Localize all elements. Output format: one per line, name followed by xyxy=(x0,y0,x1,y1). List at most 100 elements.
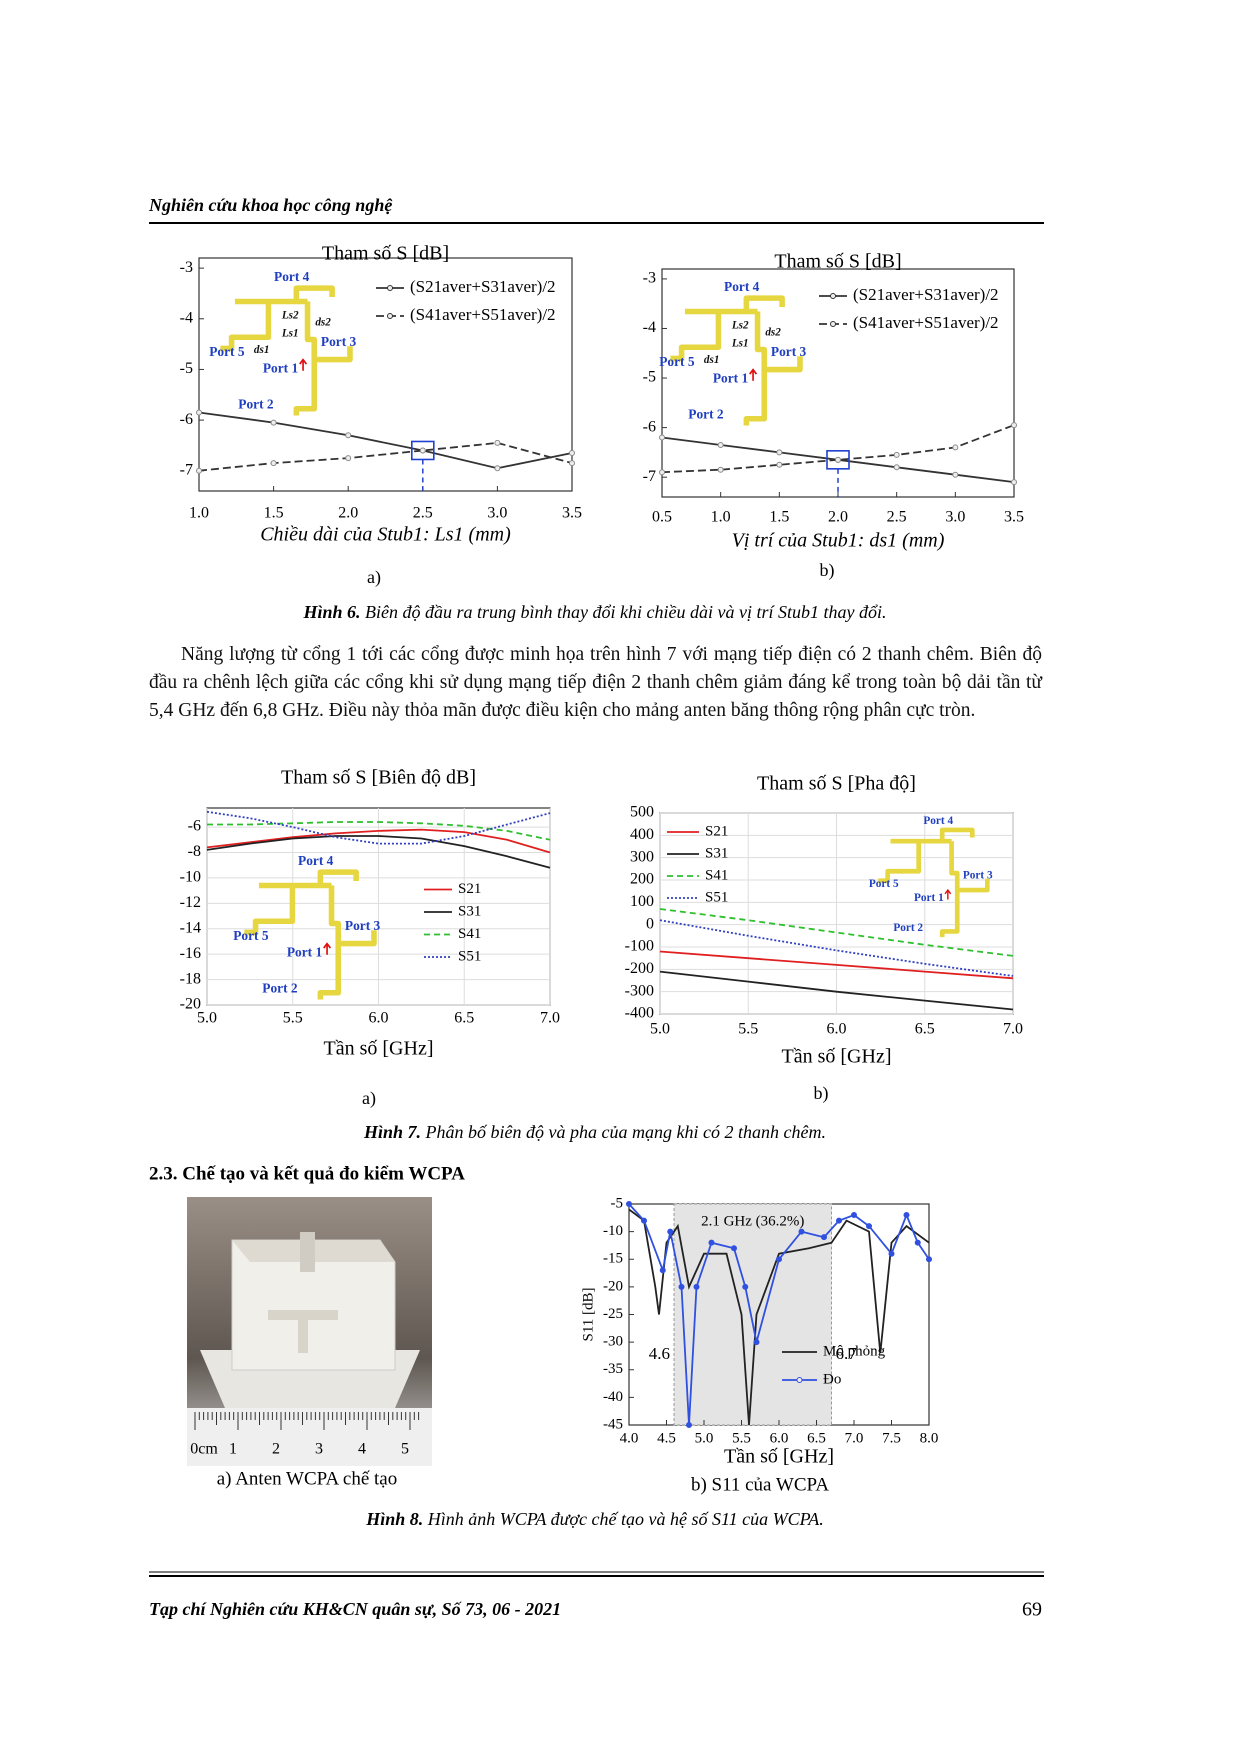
series-marker xyxy=(196,409,202,416)
highlight-box xyxy=(826,450,850,470)
inset-label: Port 4 xyxy=(298,853,334,868)
x-tick-label: 4.0 xyxy=(620,1430,639,1446)
chart-title: Tham số S [Pha độ] xyxy=(757,773,916,795)
legend-marker xyxy=(387,285,393,291)
series-marker xyxy=(494,439,501,446)
y-tick-label: 400 xyxy=(630,826,654,843)
y-tick-label: -40 xyxy=(603,1389,623,1405)
x-tick-label: 3.0 xyxy=(487,505,507,522)
legend-label: Mô phỏng xyxy=(823,1343,886,1359)
antenna-photo xyxy=(187,1197,432,1466)
feed-network-inset: Port 4 Port 5 Port 3 Port 1 Port 2 xyxy=(869,815,993,938)
series-marker xyxy=(494,465,501,472)
x-tick-label: 6.0 xyxy=(770,1430,789,1446)
series-marker xyxy=(835,456,841,463)
series-marker xyxy=(717,466,724,473)
y-axis-label: S11 [dB] xyxy=(580,1287,596,1341)
series-marker xyxy=(926,1256,932,1263)
x-tick-label: 5.0 xyxy=(695,1430,714,1446)
x-tick-label: 5.0 xyxy=(650,1021,670,1038)
series-line xyxy=(659,970,1014,1011)
x-tick-label: 6.5 xyxy=(915,1021,935,1038)
ruler-label: 2 xyxy=(272,1441,280,1458)
feed-line xyxy=(220,285,353,416)
inset-label: Port 2 xyxy=(238,396,274,411)
y-tick-label: 0 xyxy=(646,915,654,932)
y-tick-label: -12 xyxy=(180,894,201,911)
y-tick-label: -20 xyxy=(603,1278,623,1294)
caption-label: Hình 6. xyxy=(303,602,361,622)
y-tick-label: -18 xyxy=(180,970,201,987)
series-marker xyxy=(893,464,900,471)
section-heading: 2.3. Chế tạo và kết quả đo kiểm WCPA xyxy=(149,1163,465,1184)
series-marker xyxy=(851,1212,857,1219)
caption-text: Phân bố biên độ và pha của mạng khi có 2… xyxy=(421,1122,826,1142)
y-tick-label: -300 xyxy=(625,982,654,999)
y-tick-label: -15 xyxy=(603,1251,623,1267)
series-marker xyxy=(641,1217,647,1224)
legend-label: (S21aver+S31aver)/2 xyxy=(410,277,556,296)
series-marker xyxy=(776,449,783,456)
port-arrow xyxy=(944,888,952,900)
series-marker xyxy=(345,432,352,439)
highlight-box xyxy=(410,440,435,461)
series-marker xyxy=(753,1339,760,1346)
figure-caption: Hình 6. Biên độ đầu ra trung bình thay đ… xyxy=(303,602,887,622)
series-marker xyxy=(821,1234,827,1241)
panel-label: b) xyxy=(820,560,835,581)
y-tick-label: -16 xyxy=(180,945,201,962)
panel-label: a) xyxy=(362,1088,376,1109)
series-marker xyxy=(717,441,724,448)
chart-title: Tham số S [dB] xyxy=(322,243,449,265)
legend-marker xyxy=(830,293,836,299)
series-marker xyxy=(626,1201,632,1207)
series-marker xyxy=(569,450,575,457)
inset-label: ds1 xyxy=(254,344,270,356)
band-label: 2.1 GHz (36.2%) xyxy=(701,1213,804,1229)
ruler-label: 4 xyxy=(358,1441,366,1458)
x-tick-label: 4.5 xyxy=(657,1430,676,1446)
inset-label: Port 5 xyxy=(869,878,899,890)
series-marker xyxy=(270,460,277,467)
x-axis-label: Tần số [GHz] xyxy=(324,1038,434,1060)
series-marker xyxy=(678,1283,685,1290)
series-marker xyxy=(914,1239,921,1246)
panel-label: b) xyxy=(814,1083,829,1104)
band-edge-label: 4.6 xyxy=(649,1344,670,1363)
panel-label: a) Anten WCPA chế tạo xyxy=(217,1468,397,1489)
series-line xyxy=(198,441,573,472)
x-tick-label: 5.5 xyxy=(732,1430,751,1446)
caption-label: Hình 8. xyxy=(365,1509,423,1529)
chart: -3 -4 -5 -6 -7 0.5 1.0 1.5 2.0 2.5 3.0 3.5 Tham số S… xyxy=(643,251,1024,552)
y-tick-label: -6 xyxy=(643,418,656,435)
x-axis-label: Tần số [GHz] xyxy=(724,1446,834,1468)
legend-marker xyxy=(830,321,836,327)
chart-title: Tham số S [Biên độ dB] xyxy=(281,767,476,789)
y-tick-label: -5 xyxy=(180,360,193,377)
inset-label: Port 5 xyxy=(209,344,245,359)
x-tick-label: 6.5 xyxy=(454,1010,474,1027)
series-marker xyxy=(776,1256,782,1263)
inset-label: ds1 xyxy=(704,354,720,366)
y-tick-label: -4 xyxy=(643,319,656,336)
series-marker xyxy=(952,444,959,451)
x-tick-label: 5.0 xyxy=(197,1010,217,1027)
legend-label: (S41aver+S51aver)/2 xyxy=(410,305,556,324)
x-tick-label: 1.0 xyxy=(711,509,731,526)
figure-caption: Hình 8. Hình ảnh WCPA được chế tạo và hệ… xyxy=(365,1509,824,1529)
x-tick-label: 3.0 xyxy=(945,509,965,526)
ruler: 0cm 1 2 3 4 5 xyxy=(190,1412,420,1458)
y-tick-label: -35 xyxy=(603,1361,623,1377)
inset-label: Port 2 xyxy=(893,922,923,934)
ruler-label: 1 xyxy=(229,1441,237,1458)
legend-label: S51 xyxy=(705,889,728,905)
x-tick-label: 5.5 xyxy=(283,1010,303,1027)
caption-text: Biên độ đầu ra trung bình thay đổi khi c… xyxy=(361,602,887,622)
series-line xyxy=(628,1208,930,1426)
inset-label: Ls1 xyxy=(731,337,749,349)
y-tick-label: -6 xyxy=(180,411,193,428)
y-tick-label: -5 xyxy=(643,369,656,386)
feed-line xyxy=(878,827,990,938)
inset-label: Ls2 xyxy=(731,320,749,332)
